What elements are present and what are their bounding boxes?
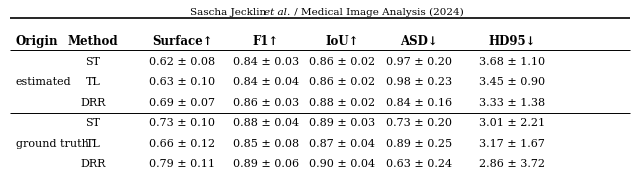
Text: 0.90 ± 0.04: 0.90 ± 0.04	[309, 159, 376, 169]
Text: et al.: et al.	[264, 8, 290, 17]
Text: 3.33 ± 1.38: 3.33 ± 1.38	[479, 98, 545, 108]
Text: 0.84 ± 0.03: 0.84 ± 0.03	[232, 57, 299, 67]
Text: 0.86 ± 0.02: 0.86 ± 0.02	[309, 77, 376, 87]
Text: 0.88 ± 0.04: 0.88 ± 0.04	[232, 118, 299, 128]
Text: estimated: estimated	[16, 77, 72, 87]
Text: 0.66 ± 0.12: 0.66 ± 0.12	[149, 139, 216, 149]
Text: ST: ST	[85, 57, 100, 67]
Text: Sascha Jecklin: Sascha Jecklin	[190, 8, 269, 17]
Text: 0.89 ± 0.06: 0.89 ± 0.06	[232, 159, 299, 169]
Text: 0.88 ± 0.02: 0.88 ± 0.02	[309, 98, 376, 108]
Text: 0.89 ± 0.03: 0.89 ± 0.03	[309, 118, 376, 128]
Text: 0.85 ± 0.08: 0.85 ± 0.08	[232, 139, 299, 149]
Text: Sascha Jecklin et al. / Medical Image Analysis (2024): Sascha Jecklin et al. / Medical Image An…	[180, 8, 460, 17]
Text: 0.98 ± 0.23: 0.98 ± 0.23	[386, 77, 452, 87]
Text: Method: Method	[67, 35, 118, 48]
Text: HD95↓: HD95↓	[488, 35, 536, 48]
Text: ASD↓: ASD↓	[401, 35, 438, 48]
Text: 2.86 ± 3.72: 2.86 ± 3.72	[479, 159, 545, 169]
Text: TL: TL	[85, 77, 100, 87]
Text: 0.86 ± 0.03: 0.86 ± 0.03	[232, 98, 299, 108]
Text: 3.17 ± 1.67: 3.17 ± 1.67	[479, 139, 545, 149]
Text: 0.73 ± 0.10: 0.73 ± 0.10	[149, 118, 216, 128]
Text: / Medical Image Analysis (2024): / Medical Image Analysis (2024)	[291, 8, 464, 17]
Text: IoU↑: IoU↑	[326, 35, 359, 48]
Text: 0.86 ± 0.02: 0.86 ± 0.02	[309, 57, 376, 67]
Text: 0.97 ± 0.20: 0.97 ± 0.20	[386, 57, 452, 67]
Text: Origin: Origin	[16, 35, 58, 48]
Text: 3.68 ± 1.10: 3.68 ± 1.10	[479, 57, 545, 67]
Text: DRR: DRR	[80, 159, 106, 169]
Text: F1↑: F1↑	[252, 35, 279, 48]
Text: DRR: DRR	[80, 98, 106, 108]
Text: 0.84 ± 0.16: 0.84 ± 0.16	[386, 98, 452, 108]
Text: 0.89 ± 0.25: 0.89 ± 0.25	[386, 139, 452, 149]
Text: 0.84 ± 0.04: 0.84 ± 0.04	[232, 77, 299, 87]
Text: 0.62 ± 0.08: 0.62 ± 0.08	[149, 57, 216, 67]
Text: ST: ST	[85, 118, 100, 128]
Text: 0.87 ± 0.04: 0.87 ± 0.04	[309, 139, 376, 149]
Text: 0.63 ± 0.10: 0.63 ± 0.10	[149, 77, 216, 87]
Text: 0.63 ± 0.24: 0.63 ± 0.24	[386, 159, 452, 169]
Text: Surface↑: Surface↑	[152, 35, 212, 48]
Text: 0.69 ± 0.07: 0.69 ± 0.07	[149, 98, 216, 108]
Text: 3.01 ± 2.21: 3.01 ± 2.21	[479, 118, 545, 128]
Text: ground truth: ground truth	[16, 139, 89, 149]
Text: 0.73 ± 0.20: 0.73 ± 0.20	[386, 118, 452, 128]
Text: 0.79 ± 0.11: 0.79 ± 0.11	[149, 159, 216, 169]
Text: 3.45 ± 0.90: 3.45 ± 0.90	[479, 77, 545, 87]
Text: TL: TL	[85, 139, 100, 149]
